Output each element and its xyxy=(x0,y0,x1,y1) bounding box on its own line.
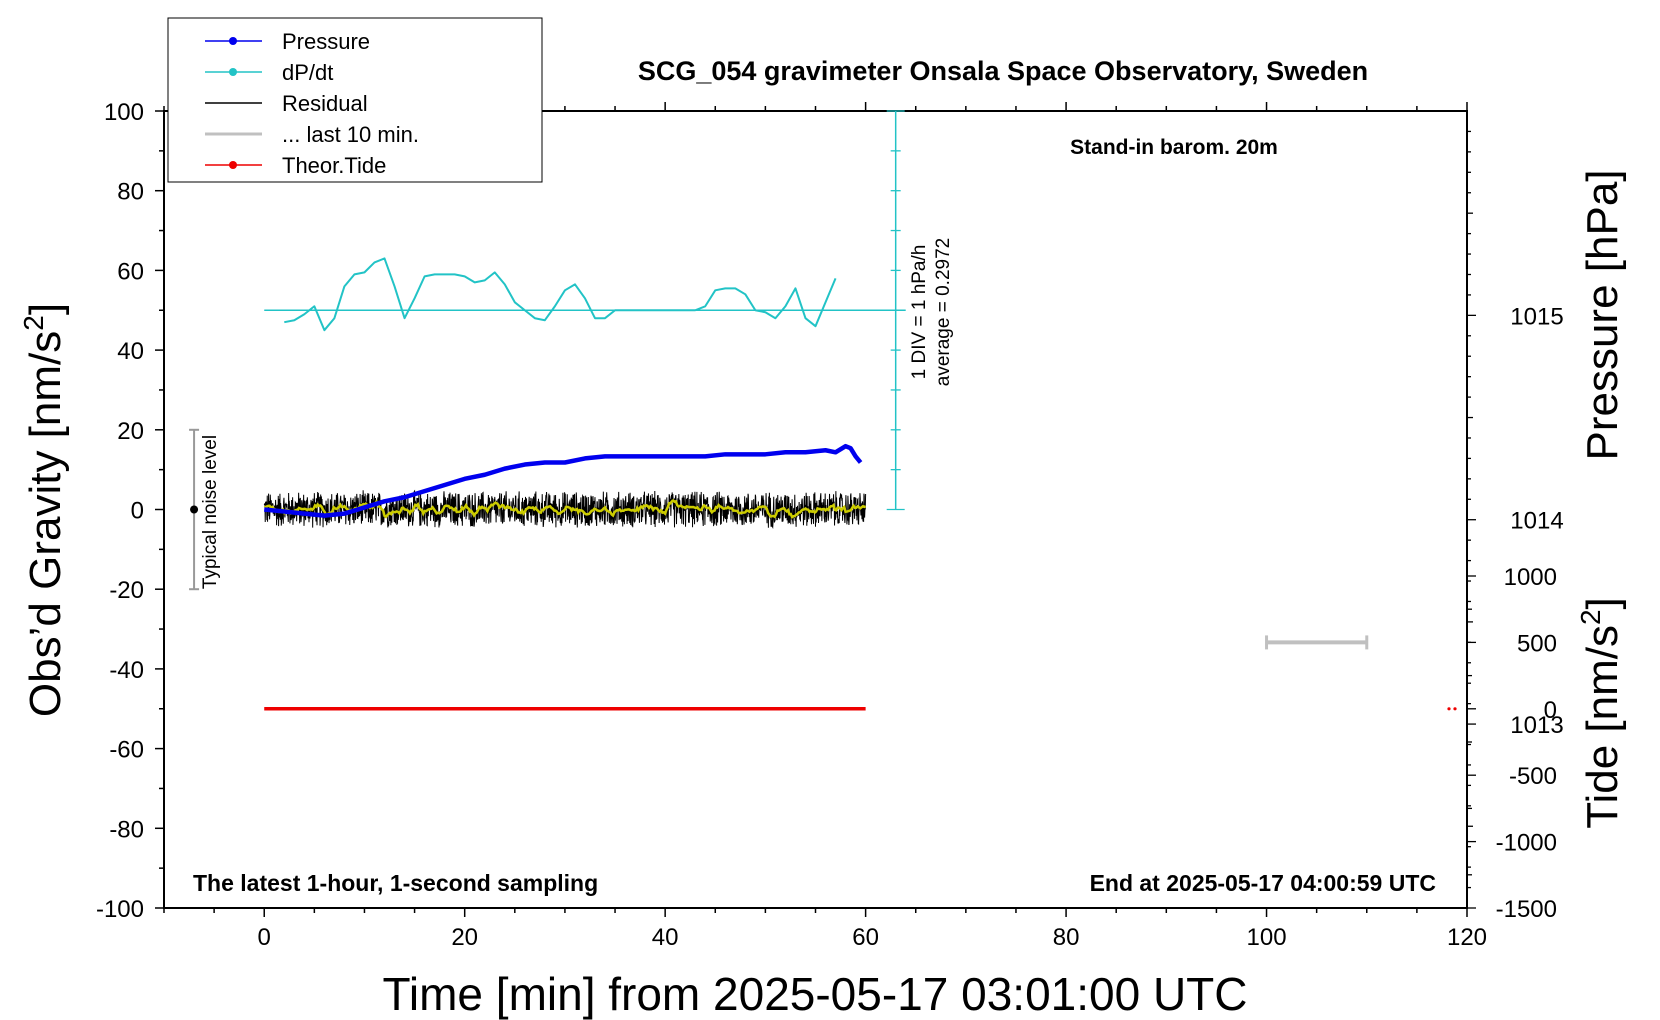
x-axis-label: Time [min] from 2025-05-17 03:01:00 UTC xyxy=(383,968,1248,1020)
noise-level-label: Typical noise level xyxy=(200,435,221,589)
tide-marker-dot xyxy=(1453,707,1457,711)
legend-label: ... last 10 min. xyxy=(282,122,419,147)
y-axis-label-tide-text: Tide [nm/s xyxy=(1578,625,1627,829)
pressure-tick-label: 1014 xyxy=(1510,508,1563,535)
y-axis-label-pressure: Pressure [hPa] xyxy=(1578,169,1627,460)
residual-smoothed-line xyxy=(263,498,867,519)
residual-series-line xyxy=(263,489,867,529)
y-tick-label: -20 xyxy=(109,577,144,604)
barometer-note: Stand-in barom. 20m xyxy=(1070,136,1278,159)
y-tick-label: 0 xyxy=(131,498,144,525)
tide-marker-dot xyxy=(1447,707,1451,711)
x-tick-label: 0 xyxy=(258,924,271,951)
y-tick-label: 40 xyxy=(117,338,144,365)
chart-title: SCG_054 gravimeter Onsala Space Observat… xyxy=(638,56,1368,86)
y-tick-label: 80 xyxy=(117,179,144,206)
noise-level-center-dot xyxy=(190,505,199,514)
y-tick-label: -100 xyxy=(96,896,144,923)
pressure-tick-label: 1013 xyxy=(1510,712,1563,739)
pressure-tick-label: 1015 xyxy=(1510,303,1563,330)
y-axis-label-tide-close: ] xyxy=(1578,597,1627,609)
tide-tick-label: 0 xyxy=(1544,697,1557,724)
pressure-series-line xyxy=(264,443,863,518)
legend-swatch-dot xyxy=(229,161,237,169)
x-tick-label: 80 xyxy=(1053,924,1080,951)
y-tick-label: 100 xyxy=(104,99,144,126)
x-tick-label: 40 xyxy=(652,924,679,951)
legend-swatch-dot xyxy=(229,37,237,45)
dpdt-series-line xyxy=(284,257,837,332)
y-tick-label: 60 xyxy=(117,258,144,285)
y-tick-label: 20 xyxy=(117,418,144,445)
y-tick-label: -80 xyxy=(109,816,144,843)
y-axis-label-tide-sup: 2 xyxy=(1575,609,1606,625)
legend-box xyxy=(167,17,543,183)
legend-label: Theor.Tide xyxy=(282,153,386,178)
end-time-note: End at 2025-05-17 04:00:59 UTC xyxy=(1090,870,1436,896)
y-tick-label: -40 xyxy=(109,657,144,684)
x-tick-label: 20 xyxy=(451,924,478,951)
legend-label: Residual xyxy=(282,91,368,116)
y-axis-label-gravity-text: Obs’d Gravity [nm/s xyxy=(21,331,70,717)
x-tick-label: 100 xyxy=(1247,924,1287,951)
tide-tick-label: -1000 xyxy=(1496,830,1557,857)
legend-label: dP/dt xyxy=(282,60,333,85)
tide-tick-label: -1500 xyxy=(1496,896,1557,923)
sampling-note: The latest 1-hour, 1-second sampling xyxy=(193,870,598,896)
tide-tick-label: -500 xyxy=(1509,763,1557,790)
tide-tick-label: 500 xyxy=(1517,630,1557,657)
dpdt-average-label: average = 0.2972 xyxy=(933,238,954,386)
y-tick-label: -60 xyxy=(109,737,144,764)
y-axis-label-tide: Tide [nm/s2] xyxy=(1575,597,1627,829)
legend-swatch-dot xyxy=(229,68,237,76)
legend-label: Pressure xyxy=(282,29,370,54)
legend: Pressure dP/dt Residual ... last 10 min. The… xyxy=(167,17,543,183)
x-tick-label: 120 xyxy=(1447,924,1487,951)
x-tick-label: 60 xyxy=(852,924,879,951)
y-axis-label-gravity: Obs’d Gravity [nm/s2] xyxy=(18,303,70,717)
y-axis-label-gravity-sup: 2 xyxy=(18,315,49,331)
axis-tick-labels: 0 20 40 60 80 100 120 100 80 60 40 20 0 -20 -40 -60 -80 -… xyxy=(96,99,1564,951)
y-axis-label-gravity-close: ] xyxy=(21,303,70,315)
series-group xyxy=(189,110,1457,711)
dpdt-scale-label: 1 DIV = 1 hPa/h xyxy=(909,245,930,380)
tide-tick-label: 1000 xyxy=(1504,564,1557,591)
